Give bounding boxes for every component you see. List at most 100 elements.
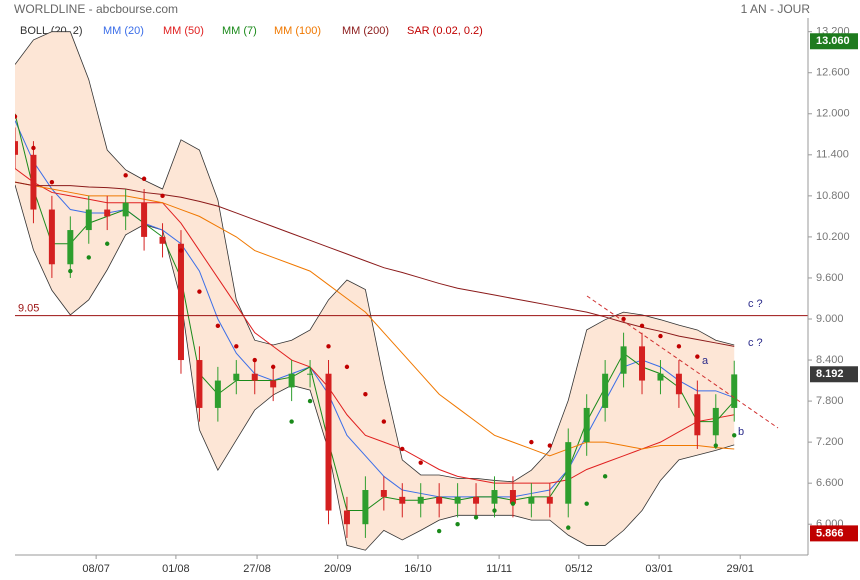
moving-average xyxy=(15,113,735,512)
sar-dot xyxy=(270,364,276,370)
x-tick-label: 11/11 xyxy=(486,563,512,575)
y-tick-label: 12.000 xyxy=(816,108,850,120)
x-tick-label: 08/07 xyxy=(82,563,110,575)
candle-body xyxy=(639,346,646,381)
sar-dot xyxy=(197,289,202,294)
moving-average xyxy=(15,181,735,347)
y-tick-label: 11.400 xyxy=(816,149,849,161)
sar-dot xyxy=(141,176,147,181)
candle-body xyxy=(380,490,387,497)
sar-dot xyxy=(510,501,516,506)
price-marker xyxy=(810,33,858,50)
candle-body xyxy=(473,496,480,504)
sar-dot xyxy=(529,439,534,445)
candle-body xyxy=(565,442,572,504)
candle-body xyxy=(196,360,203,408)
x-tick-label: 29/01 xyxy=(726,563,754,575)
candle-body xyxy=(546,496,553,504)
legend-entry: MM (20) xyxy=(103,25,144,37)
candle-body xyxy=(436,496,443,504)
x-tick-label: 27/08 xyxy=(243,563,271,575)
y-tick-label: 6.600 xyxy=(816,477,844,489)
sar-dot xyxy=(713,443,718,448)
candle-body xyxy=(177,243,184,361)
candle-body xyxy=(141,202,148,237)
candle-body xyxy=(399,496,406,504)
sar-dot xyxy=(732,433,737,438)
legend-entry: MM (50) xyxy=(163,25,204,37)
plot-clip xyxy=(15,31,738,551)
sar-dot xyxy=(473,515,479,520)
period: 1 AN - JOUR xyxy=(741,2,811,16)
legend-entry: MM (7) xyxy=(222,25,257,37)
sar-dot xyxy=(234,344,239,349)
y-tick-label: 7.200 xyxy=(816,436,844,448)
sar-dot xyxy=(123,173,128,178)
x-tick-label: 20/09 xyxy=(324,563,352,575)
y-tick-label: 10.800 xyxy=(816,190,850,202)
sar-dot xyxy=(160,193,165,199)
sar-dot xyxy=(178,248,184,253)
y-tick-label: 8.400 xyxy=(816,354,844,366)
sar-dot xyxy=(363,392,368,397)
y-tick-label: 9.000 xyxy=(816,313,844,325)
sar-dot xyxy=(326,344,331,349)
sar-dot xyxy=(566,525,571,530)
candle-body xyxy=(270,380,277,388)
candle-body xyxy=(325,373,332,511)
candle-body xyxy=(30,154,37,210)
sar-dot xyxy=(547,443,553,448)
legend-entry: MM (200) xyxy=(342,25,389,37)
candle-body xyxy=(454,496,461,504)
candle-body xyxy=(491,490,498,504)
sar-dot xyxy=(639,323,645,329)
bollinger-lower xyxy=(15,184,735,551)
annotation: a xyxy=(702,355,709,367)
candle-body xyxy=(712,407,719,436)
y-tick-label: 7.800 xyxy=(816,395,844,407)
candle-body xyxy=(620,346,627,374)
candle-body xyxy=(731,374,738,408)
sar-dot xyxy=(602,474,608,479)
sar-dot xyxy=(381,419,387,424)
sar-dot xyxy=(49,179,55,185)
x-tick-label: 16/10 xyxy=(404,563,432,575)
legend: BOLL (20, 2) MM (20) MM (50) MM (7) MM (… xyxy=(20,25,483,37)
moving-average xyxy=(15,181,735,457)
sar-dot xyxy=(31,145,36,151)
sar-dot xyxy=(584,501,589,506)
candle-body xyxy=(67,230,74,265)
sar-dot xyxy=(695,354,700,359)
candle-body xyxy=(528,496,535,504)
sar-dot xyxy=(86,255,91,260)
candle-body xyxy=(251,373,258,381)
moving-average xyxy=(15,168,735,484)
sar-dot xyxy=(105,241,110,246)
candle-body xyxy=(602,373,609,408)
price-marker xyxy=(810,525,858,542)
y-tick-label: 10.200 xyxy=(816,231,850,243)
candle-body xyxy=(104,209,111,217)
sar-dot xyxy=(289,419,294,424)
sar-dot xyxy=(215,323,221,329)
sar-dot xyxy=(68,268,73,274)
candle-body xyxy=(583,407,590,443)
annotation: c ? xyxy=(748,298,763,310)
sar-dot xyxy=(455,522,460,527)
sar-dot xyxy=(658,333,663,339)
sar-dot xyxy=(344,364,350,370)
candle-body xyxy=(343,510,350,525)
sar-dot xyxy=(676,344,682,349)
candle-body xyxy=(288,373,295,388)
candle-body xyxy=(657,373,664,381)
legend-entry: MM (100) xyxy=(274,25,321,37)
sar-dot xyxy=(400,446,405,452)
candle-body xyxy=(15,141,18,155)
candle-body xyxy=(509,490,516,504)
candle-body xyxy=(214,380,221,408)
candle-body xyxy=(122,202,129,217)
candle-body xyxy=(159,236,166,244)
candle-body xyxy=(675,373,682,395)
candle-body xyxy=(417,496,424,504)
